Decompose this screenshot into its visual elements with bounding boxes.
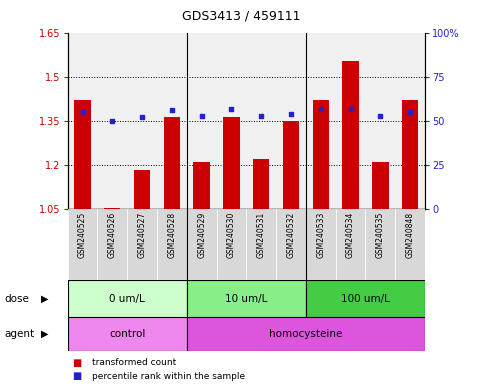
Text: GSM240533: GSM240533	[316, 212, 325, 258]
Text: dose: dose	[5, 293, 30, 304]
Point	[406, 109, 414, 115]
Text: GDS3413 / 459111: GDS3413 / 459111	[182, 10, 301, 23]
Text: GSM240529: GSM240529	[197, 212, 206, 258]
Bar	[283, 121, 299, 209]
Text: GSM240528: GSM240528	[168, 212, 176, 258]
Bar	[68, 209, 98, 280]
Bar	[164, 117, 180, 209]
Bar	[187, 317, 425, 351]
Text: GSM240532: GSM240532	[286, 212, 296, 258]
Bar	[194, 162, 210, 209]
Text: GSM240531: GSM240531	[257, 212, 266, 258]
Text: GSM240534: GSM240534	[346, 212, 355, 258]
Text: GSM240530: GSM240530	[227, 212, 236, 258]
Point	[257, 113, 265, 119]
Text: ▶: ▶	[41, 329, 49, 339]
Bar	[127, 209, 157, 280]
Bar	[187, 209, 216, 280]
Bar	[104, 208, 120, 209]
Point	[317, 106, 325, 112]
Bar	[216, 209, 246, 280]
Bar	[372, 162, 388, 209]
Point	[168, 107, 176, 113]
Point	[377, 113, 384, 119]
Text: 0 um/L: 0 um/L	[109, 293, 145, 304]
Point	[347, 106, 355, 112]
Text: ■: ■	[72, 371, 82, 381]
Point	[138, 114, 146, 121]
Bar	[395, 209, 425, 280]
Bar	[68, 280, 187, 317]
Bar	[306, 209, 336, 280]
Text: control: control	[109, 329, 145, 339]
Text: ■: ■	[72, 358, 82, 368]
Bar	[246, 209, 276, 280]
Text: GSM240848: GSM240848	[406, 212, 414, 258]
Text: 100 um/L: 100 um/L	[341, 293, 390, 304]
Bar	[253, 159, 270, 209]
Bar	[134, 170, 150, 209]
Bar	[342, 61, 359, 209]
Bar	[336, 209, 366, 280]
Text: ▶: ▶	[41, 293, 49, 304]
Text: GSM240526: GSM240526	[108, 212, 117, 258]
Bar	[74, 100, 91, 209]
Bar	[402, 100, 418, 209]
Point	[227, 106, 235, 112]
Bar	[313, 100, 329, 209]
Text: 10 um/L: 10 um/L	[225, 293, 268, 304]
Text: GSM240535: GSM240535	[376, 212, 385, 258]
Point	[109, 118, 116, 124]
Text: GSM240527: GSM240527	[138, 212, 146, 258]
Point	[79, 109, 86, 115]
Text: GSM240525: GSM240525	[78, 212, 87, 258]
Bar	[157, 209, 187, 280]
Point	[198, 113, 206, 119]
Bar	[223, 117, 240, 209]
Bar	[98, 209, 127, 280]
Bar	[306, 280, 425, 317]
Bar	[276, 209, 306, 280]
Point	[287, 111, 295, 117]
Bar	[187, 280, 306, 317]
Text: homocysteine: homocysteine	[269, 329, 342, 339]
Bar	[366, 209, 395, 280]
Text: percentile rank within the sample: percentile rank within the sample	[92, 372, 245, 381]
Bar	[68, 317, 187, 351]
Text: transformed count: transformed count	[92, 358, 176, 367]
Text: agent: agent	[5, 329, 35, 339]
